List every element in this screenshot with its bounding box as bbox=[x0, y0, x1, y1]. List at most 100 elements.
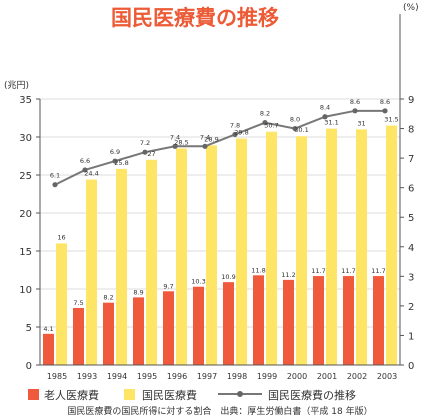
x-axis-tick-label: 1999 bbox=[257, 372, 277, 381]
data-label-total: 30.7 bbox=[264, 122, 278, 130]
bar-elderly bbox=[193, 286, 204, 365]
legend-swatch-total bbox=[124, 389, 135, 400]
right-axis-tick-label: 0 bbox=[408, 361, 414, 372]
legend-label-ratio: 国民医療費の推移 bbox=[268, 388, 356, 402]
data-label-ratio: 6.1 bbox=[50, 172, 60, 180]
legend-swatch-elderly bbox=[28, 389, 39, 400]
data-label-elderly: 8.2 bbox=[103, 294, 113, 302]
x-axis-tick-label: 1985 bbox=[47, 372, 67, 381]
bar-total bbox=[116, 168, 127, 365]
bar-elderly bbox=[133, 297, 144, 365]
data-label-ratio: 7.4 bbox=[170, 133, 180, 141]
bar-elderly bbox=[163, 291, 174, 365]
data-label-elderly: 11.8 bbox=[251, 266, 265, 274]
right-axis-unit: (%) bbox=[403, 3, 419, 13]
ratio-point bbox=[82, 167, 88, 173]
x-axis-tick-label: 2002 bbox=[347, 372, 367, 381]
data-label-ratio: 7.4 bbox=[200, 133, 210, 141]
bar-total bbox=[236, 138, 247, 365]
right-axis-tick-label: 5 bbox=[408, 213, 414, 224]
data-label-total: 25.8 bbox=[114, 159, 128, 167]
left-axis-tick-label: 5 bbox=[26, 323, 32, 334]
data-label-elderly: 11.2 bbox=[281, 271, 295, 279]
data-label-total: 30.1 bbox=[294, 126, 308, 134]
x-axis-tick-label: 1994 bbox=[107, 372, 127, 381]
data-label-ratio: 6.9 bbox=[110, 148, 120, 156]
right-axis-tick-label: 4 bbox=[408, 243, 414, 254]
data-label-elderly: 8.9 bbox=[133, 288, 143, 296]
bars bbox=[43, 125, 397, 365]
bar-total bbox=[176, 148, 187, 365]
chart-title: 国民医療費の推移 bbox=[111, 6, 279, 30]
data-label-total: 31.1 bbox=[324, 119, 338, 127]
ratio-line bbox=[52, 108, 388, 188]
right-axis-tick-label: 3 bbox=[408, 272, 414, 283]
left-axis-tick-label: 25 bbox=[19, 171, 32, 182]
ratio-point bbox=[382, 108, 388, 114]
x-axis-tick-label: 1996 bbox=[167, 372, 187, 381]
legend-marker-ratio bbox=[237, 391, 243, 397]
x-axis-tick-label: 1993 bbox=[77, 372, 97, 381]
bar-total bbox=[86, 179, 97, 365]
right-axis-tick-label: 9 bbox=[408, 95, 414, 106]
data-label-ratio: 7.8 bbox=[230, 121, 240, 129]
data-label-total: 31 bbox=[357, 119, 365, 127]
legend-label-elderly: 老人医療費 bbox=[44, 388, 99, 402]
x-axis-tick-label: 2000 bbox=[287, 372, 307, 381]
right-axis-tick-label: 8 bbox=[408, 125, 414, 136]
legend-label-total: 国民医療費 bbox=[142, 388, 197, 402]
data-label-ratio: 8.2 bbox=[260, 110, 270, 118]
data-label-total: 31.5 bbox=[384, 116, 398, 124]
x-axis-tick-label: 2003 bbox=[377, 372, 397, 381]
bar-total bbox=[56, 243, 67, 365]
data-label-elderly: 9.7 bbox=[163, 282, 173, 290]
x-axis-tick-label: 1995 bbox=[137, 372, 157, 381]
data-label-total: 29.8 bbox=[234, 129, 248, 137]
bar-elderly bbox=[283, 279, 294, 365]
right-axis-tick-label: 6 bbox=[408, 184, 414, 195]
data-label-ratio: 8.0 bbox=[290, 116, 300, 124]
bar-total bbox=[386, 125, 397, 365]
ratio-point bbox=[112, 158, 118, 164]
left-axis-tick-label: 0 bbox=[26, 361, 32, 372]
data-label-elderly: 11.7 bbox=[341, 267, 355, 275]
bar-elderly bbox=[73, 308, 84, 365]
bar-elderly bbox=[223, 282, 234, 365]
bar-total bbox=[326, 128, 337, 365]
data-label-elderly: 7.5 bbox=[73, 299, 83, 307]
ratio-point bbox=[52, 182, 58, 188]
bar-elderly bbox=[253, 275, 264, 365]
left-axis-tick-label: 30 bbox=[19, 133, 32, 144]
data-label-elderly: 11.7 bbox=[311, 267, 325, 275]
bar-elderly bbox=[313, 276, 324, 365]
data-label-ratio: 8.6 bbox=[380, 98, 390, 106]
left-axis-tick-label: 20 bbox=[19, 209, 32, 220]
data-label-total: 27 bbox=[147, 150, 155, 158]
data-label-elderly: 11.7 bbox=[371, 267, 385, 275]
source-note: 国民医療費の国民所得に対する割合 出典：厚生労働白書（平成 18 年版） bbox=[67, 405, 372, 417]
right-axis-tick-label: 2 bbox=[408, 302, 414, 313]
data-label-total: 28.5 bbox=[174, 138, 188, 146]
axes: 0 5 10 15 20 25 30 35 0 1 2 3 4 5 6 7 8 9 1985 1993 1994 1995… bbox=[19, 14, 414, 381]
left-axis-unit: (兆円) bbox=[4, 80, 29, 91]
data-label-elderly: 10.3 bbox=[191, 278, 205, 286]
bar-total bbox=[356, 129, 367, 365]
ratio-point bbox=[262, 120, 268, 126]
ratio-point bbox=[352, 108, 358, 114]
right-axis-tick-label: 1 bbox=[408, 331, 414, 342]
grid bbox=[40, 98, 400, 366]
bar-total bbox=[266, 131, 277, 365]
left-axis-tick-label: 15 bbox=[19, 247, 32, 258]
data-label-ratio: 8.6 bbox=[350, 98, 360, 106]
data-label-ratio: 6.6 bbox=[80, 157, 90, 165]
data-labels: 4.1 16 7.5 24.4 8.2 25.8 8.9 27 9.7 28.5 10.3 28.9 1… bbox=[43, 98, 398, 333]
bar-total bbox=[296, 136, 307, 365]
x-axis-tick-label: 1997 bbox=[197, 372, 217, 381]
x-axis-tick-label: 2001 bbox=[317, 372, 337, 381]
data-label-elderly: 10.9 bbox=[221, 273, 235, 281]
data-label-ratio: 8.4 bbox=[320, 104, 330, 112]
legend: 老人医療費 国民医療費 国民医療費の推移 bbox=[28, 388, 356, 402]
data-label-ratio: 7.2 bbox=[140, 139, 150, 147]
bar-elderly bbox=[43, 333, 54, 365]
